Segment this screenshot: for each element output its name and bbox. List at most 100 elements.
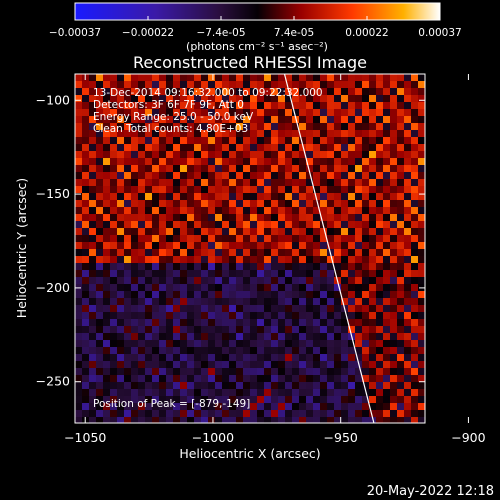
colorbar [74,2,441,21]
heatmap-cell [131,228,139,236]
heatmap-cell [348,319,356,327]
heatmap-cell [208,165,216,173]
heatmap-cell [131,214,139,222]
heatmap-cell [215,123,223,131]
heatmap-cell [82,333,90,341]
heatmap-cell [82,298,90,306]
heatmap-cell [320,319,328,327]
heatmap-cell [117,417,125,423]
heatmap-cell [145,270,153,278]
heatmap-cell [271,319,279,327]
heatmap-cell [306,74,314,82]
heatmap-cell [341,403,349,411]
heatmap-cell [138,235,146,243]
heatmap-cell [362,95,370,103]
heatmap-cell [103,340,111,348]
heatmap-cell [271,382,279,390]
x-axis-ticks: −1050 −1000 −950 −900 [64,74,486,445]
heatmap-cell [271,130,279,138]
heatmap-cell [271,235,279,243]
heatmap-cell [306,235,314,243]
heatmap-cell [418,403,425,411]
heatmap-cell [201,326,209,334]
footer-date: 20-May-2022 12:18 [367,484,494,499]
heatmap-cell [250,228,258,236]
heatmap-cell [222,144,230,152]
heatmap-cell [264,221,272,229]
heatmap-cell [348,109,356,117]
heatmap-cell [222,417,230,423]
heatmap-cell [103,207,111,215]
heatmap-cell [138,249,146,257]
heatmap-cell [145,361,153,369]
heatmap-cell [404,221,412,229]
heatmap-cell [159,137,167,145]
heatmap-cell [131,326,139,334]
heatmap-cell [404,340,412,348]
heatmap-cell [117,375,125,383]
heatmap-cell [124,144,132,152]
y-axis-label: Heliocentric Y (arcsec) [14,178,29,318]
heatmap-cell [348,354,356,362]
heatmap-cell [131,368,139,376]
heatmap-cell [404,333,412,341]
heatmap-cell [243,368,251,376]
heatmap-cell [348,102,356,110]
heatmap-cell [376,102,384,110]
heatmap-cell [103,354,111,362]
heatmap-cell [89,130,97,138]
heatmap-cell [383,319,391,327]
heatmap-cell [250,368,258,376]
heatmap-cell [313,256,321,264]
heatmap-cell [348,200,356,208]
heatmap-cell [411,221,419,229]
heatmap-cell [159,221,167,229]
heatmap-cell [404,354,412,362]
heatmap-cell [362,263,370,271]
heatmap-cell [222,242,230,250]
heatmap-cell [250,305,258,313]
heatmap-cell [292,81,300,89]
heatmap-cell [285,396,293,404]
heatmap-cell [180,74,188,82]
heatmap-cell [124,172,132,180]
heatmap-cell [341,221,349,229]
heatmap-cell [75,270,83,278]
heatmap-cell [208,116,216,124]
heatmap-cell [194,354,202,362]
heatmap-cell [187,151,195,159]
heatmap-cell [166,368,174,376]
heatmap-cell [152,137,160,145]
heatmap-cell [201,298,209,306]
heatmap-cell [334,417,342,423]
heatmap-cell [397,312,405,320]
heatmap-cell [341,410,349,418]
heatmap-cell [96,256,104,264]
heatmap-cell [75,193,83,201]
heatmap-cell [159,165,167,173]
heatmap-cell [75,396,83,404]
heatmap-cell [383,123,391,131]
heatmap-cell [397,382,405,390]
heatmap-cell [264,74,272,82]
heatmap-cell [257,256,265,264]
heatmap-cell [411,298,419,306]
heatmap-cell [117,200,125,208]
heatmap-cell [124,354,132,362]
heatmap-cell [320,242,328,250]
heatmap-cell [173,200,181,208]
heatmap-cell [187,158,195,166]
heatmap-cell [383,109,391,117]
heatmap-cell [278,102,286,110]
heatmap-cell [299,389,307,397]
heatmap-cell [110,270,118,278]
heatmap-cell [271,361,279,369]
heatmap-cell [411,116,419,124]
y-axis-ticks: −100−150−200−250 [36,92,425,389]
heatmap-cell [201,410,209,418]
heatmap-cell [334,130,342,138]
heatmap-cell [222,95,230,103]
heatmap-cell [229,200,237,208]
heatmap-cell [89,347,97,355]
heatmap-cell [271,354,279,362]
